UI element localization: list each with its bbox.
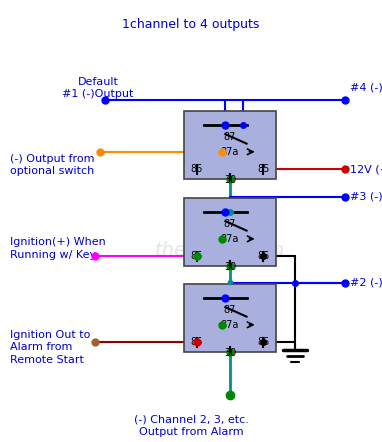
Text: 1channel to 4 outputs: 1channel to 4 outputs [122,18,260,31]
Text: 87: 87 [224,132,236,142]
Text: 87: 87 [224,305,236,315]
Text: #3 (-)Output: #3 (-)Output [350,192,382,202]
Text: 85: 85 [257,338,269,347]
Text: 87a: 87a [221,234,239,244]
Text: 85: 85 [257,251,269,262]
Text: 30: 30 [224,263,236,272]
Text: 86: 86 [191,251,203,262]
Bar [184,198,276,266]
Text: the1way.com: the1way.com [155,240,285,259]
Text: 30: 30 [224,348,236,358]
Text: #2 (-)Output: #2 (-)Output [350,278,382,288]
Text: Ignition Out to
Alarm from
Remote Start: Ignition Out to Alarm from Remote Start [10,330,91,365]
Text: 87: 87 [224,219,236,229]
Text: Ignition(+) When
Running w/ Key: Ignition(+) When Running w/ Key [10,237,106,260]
Text: 87a: 87a [221,320,239,330]
Text: (-) Channel 2, 3, etc.
Output from Alarm: (-) Channel 2, 3, etc. Output from Alarm [134,415,248,438]
Bar [184,111,276,179]
Text: (-) Output from
optional switch: (-) Output from optional switch [10,154,94,176]
Text: 86: 86 [191,164,203,175]
Text: 12V (+): 12V (+) [350,164,382,175]
Text: 30: 30 [224,175,236,185]
Text: 87a: 87a [221,147,239,157]
Text: Default
#1 (-)Output: Default #1 (-)Output [62,77,134,99]
Bar [184,284,276,352]
Text: 86: 86 [191,338,203,347]
Text: #4 (-)Output: #4 (-)Output [350,83,382,93]
Text: 85: 85 [257,164,269,175]
